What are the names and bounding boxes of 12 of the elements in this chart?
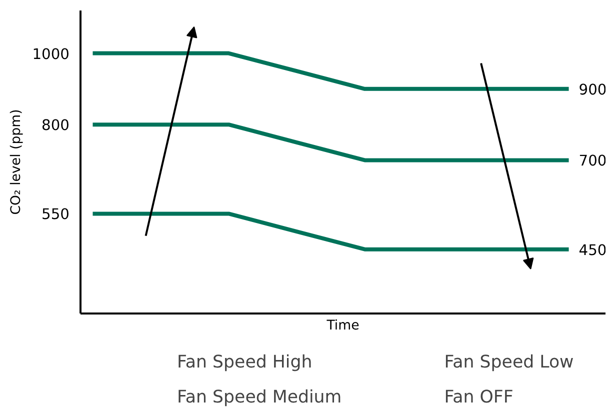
y-tick-label: 1000	[32, 46, 70, 63]
data-label: 700	[578, 152, 607, 170]
y-axis-title: CO₂ level (ppm)	[9, 109, 24, 215]
data-label: 450	[578, 242, 607, 259]
y-tick-label: 800	[42, 117, 70, 134]
text: Fan Speed High	[177, 352, 312, 372]
y-tick-label: 550	[42, 206, 70, 224]
text: Fan Speed Medium	[177, 388, 342, 408]
text: Fan OFF	[444, 388, 514, 408]
x-axis-title: Time	[326, 318, 360, 334]
text: Fan Speed Low	[444, 352, 574, 372]
data-label: 900	[578, 81, 607, 98]
